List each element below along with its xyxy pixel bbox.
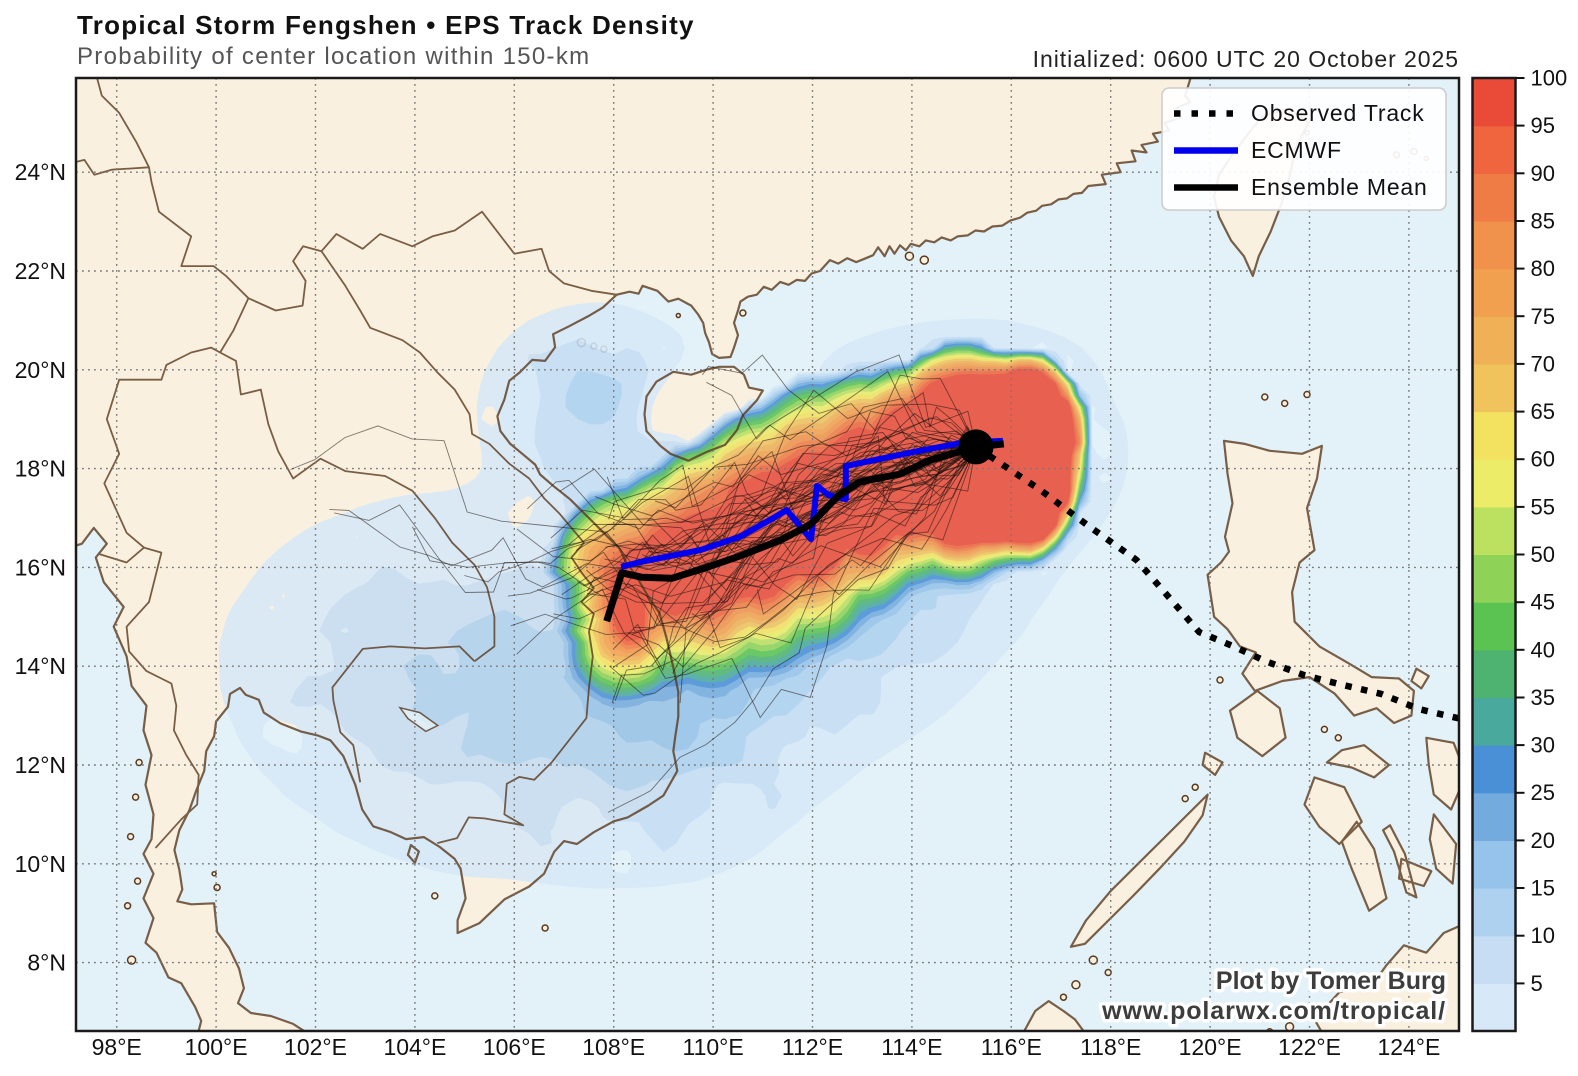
svg-text:20: 20	[1531, 828, 1555, 853]
svg-text:Probability of center location: Probability of center location within 15…	[77, 43, 590, 70]
svg-text:100°E: 100°E	[185, 1034, 248, 1060]
svg-text:98°E: 98°E	[92, 1034, 142, 1060]
svg-text:30: 30	[1531, 733, 1555, 758]
svg-text:50: 50	[1531, 542, 1555, 567]
svg-text:112°E: 112°E	[782, 1034, 843, 1060]
svg-text:12°N: 12°N	[15, 752, 66, 778]
svg-text:www.polarwx.com/tropical/: www.polarwx.com/tropical/	[1101, 997, 1446, 1025]
svg-text:5: 5	[1531, 971, 1543, 996]
svg-text:116°E: 116°E	[981, 1034, 1042, 1060]
svg-text:8°N: 8°N	[27, 950, 66, 976]
svg-text:95: 95	[1531, 113, 1555, 138]
svg-text:15: 15	[1531, 876, 1555, 901]
svg-text:35: 35	[1531, 685, 1555, 710]
svg-text:65: 65	[1531, 399, 1555, 424]
svg-text:Observed Track: Observed Track	[1251, 100, 1425, 126]
svg-text:124°E: 124°E	[1377, 1034, 1440, 1060]
svg-text:104°E: 104°E	[383, 1034, 446, 1060]
svg-text:120°E: 120°E	[1179, 1034, 1242, 1060]
svg-text:122°E: 122°E	[1278, 1034, 1341, 1060]
svg-text:ECMWF: ECMWF	[1251, 137, 1342, 163]
svg-text:90: 90	[1531, 161, 1555, 186]
svg-text:Tropical Storm Fengshen • EPS: Tropical Storm Fengshen • EPS Track Dens…	[77, 10, 695, 40]
svg-text:60: 60	[1531, 447, 1555, 472]
svg-text:118°E: 118°E	[1080, 1034, 1141, 1060]
svg-text:80: 80	[1531, 256, 1555, 281]
svg-text:10: 10	[1531, 923, 1555, 948]
svg-text:70: 70	[1531, 351, 1555, 376]
svg-text:55: 55	[1531, 494, 1555, 519]
svg-text:10°N: 10°N	[15, 851, 66, 877]
svg-text:114°E: 114°E	[881, 1034, 942, 1060]
svg-text:85: 85	[1531, 209, 1555, 234]
svg-text:108°E: 108°E	[582, 1034, 645, 1060]
svg-text:40: 40	[1531, 637, 1555, 662]
svg-text:45: 45	[1531, 590, 1555, 615]
svg-text:Initialized: 0600 UTC 20 Octob: Initialized: 0600 UTC 20 October 2025	[1033, 46, 1459, 72]
svg-text:18°N: 18°N	[15, 456, 66, 482]
svg-text:25: 25	[1531, 780, 1555, 805]
svg-text:102°E: 102°E	[284, 1034, 347, 1060]
svg-text:14°N: 14°N	[15, 653, 66, 679]
svg-text:110°E: 110°E	[682, 1034, 743, 1060]
svg-text:106°E: 106°E	[483, 1034, 546, 1060]
svg-text:75: 75	[1531, 304, 1555, 329]
svg-text:22°N: 22°N	[15, 258, 66, 284]
svg-text:100: 100	[1531, 66, 1568, 91]
svg-text:Ensemble Mean: Ensemble Mean	[1251, 174, 1428, 200]
svg-text:Plot by Tomer Burg: Plot by Tomer Burg	[1216, 967, 1446, 995]
svg-text:16°N: 16°N	[15, 554, 66, 580]
svg-text:20°N: 20°N	[15, 357, 66, 383]
svg-text:24°N: 24°N	[15, 159, 66, 185]
